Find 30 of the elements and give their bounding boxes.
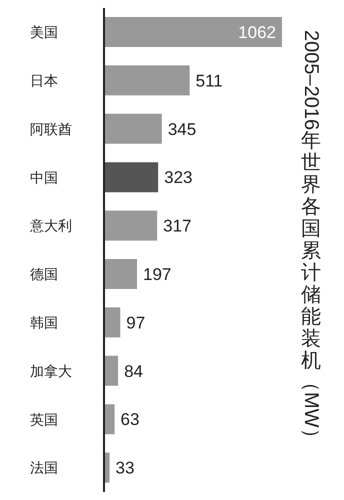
chart-title: 2005–2016 年世界各国累计储能装机（MW） xyxy=(300,30,322,448)
bar xyxy=(104,356,118,386)
data-label: 345 xyxy=(168,120,196,139)
data-label: 97 xyxy=(126,313,146,332)
data-label: 84 xyxy=(124,362,143,381)
y-tick-label: 英国 xyxy=(30,412,58,428)
bar xyxy=(104,259,138,289)
bar xyxy=(104,65,190,96)
data-label: 33 xyxy=(116,458,134,478)
bar xyxy=(104,307,120,338)
data-label: 511 xyxy=(196,71,223,90)
bar xyxy=(104,162,158,192)
y-tick-label: 阿联酋 xyxy=(30,122,72,138)
y-tick-label: 法国 xyxy=(30,460,58,477)
bar xyxy=(104,114,162,144)
y-tick-label: 韩国 xyxy=(30,316,58,332)
y-tick-label: 中国 xyxy=(30,170,58,186)
y-tick-label: 德国 xyxy=(30,267,58,284)
data-label: 197 xyxy=(143,264,172,284)
data-label: 323 xyxy=(164,168,193,188)
bar xyxy=(104,210,158,241)
data-label: 63 xyxy=(120,410,140,430)
y-tick-label: 意大利 xyxy=(29,218,72,235)
bar xyxy=(104,404,115,434)
y-tick-label: 美国 xyxy=(30,25,58,42)
bar xyxy=(104,17,282,47)
y-tick-label: 加拿大 xyxy=(30,364,72,380)
data-label: 317 xyxy=(163,216,192,236)
y-tick-label: 日本 xyxy=(30,74,58,90)
data-label: 1062 xyxy=(238,22,276,42)
